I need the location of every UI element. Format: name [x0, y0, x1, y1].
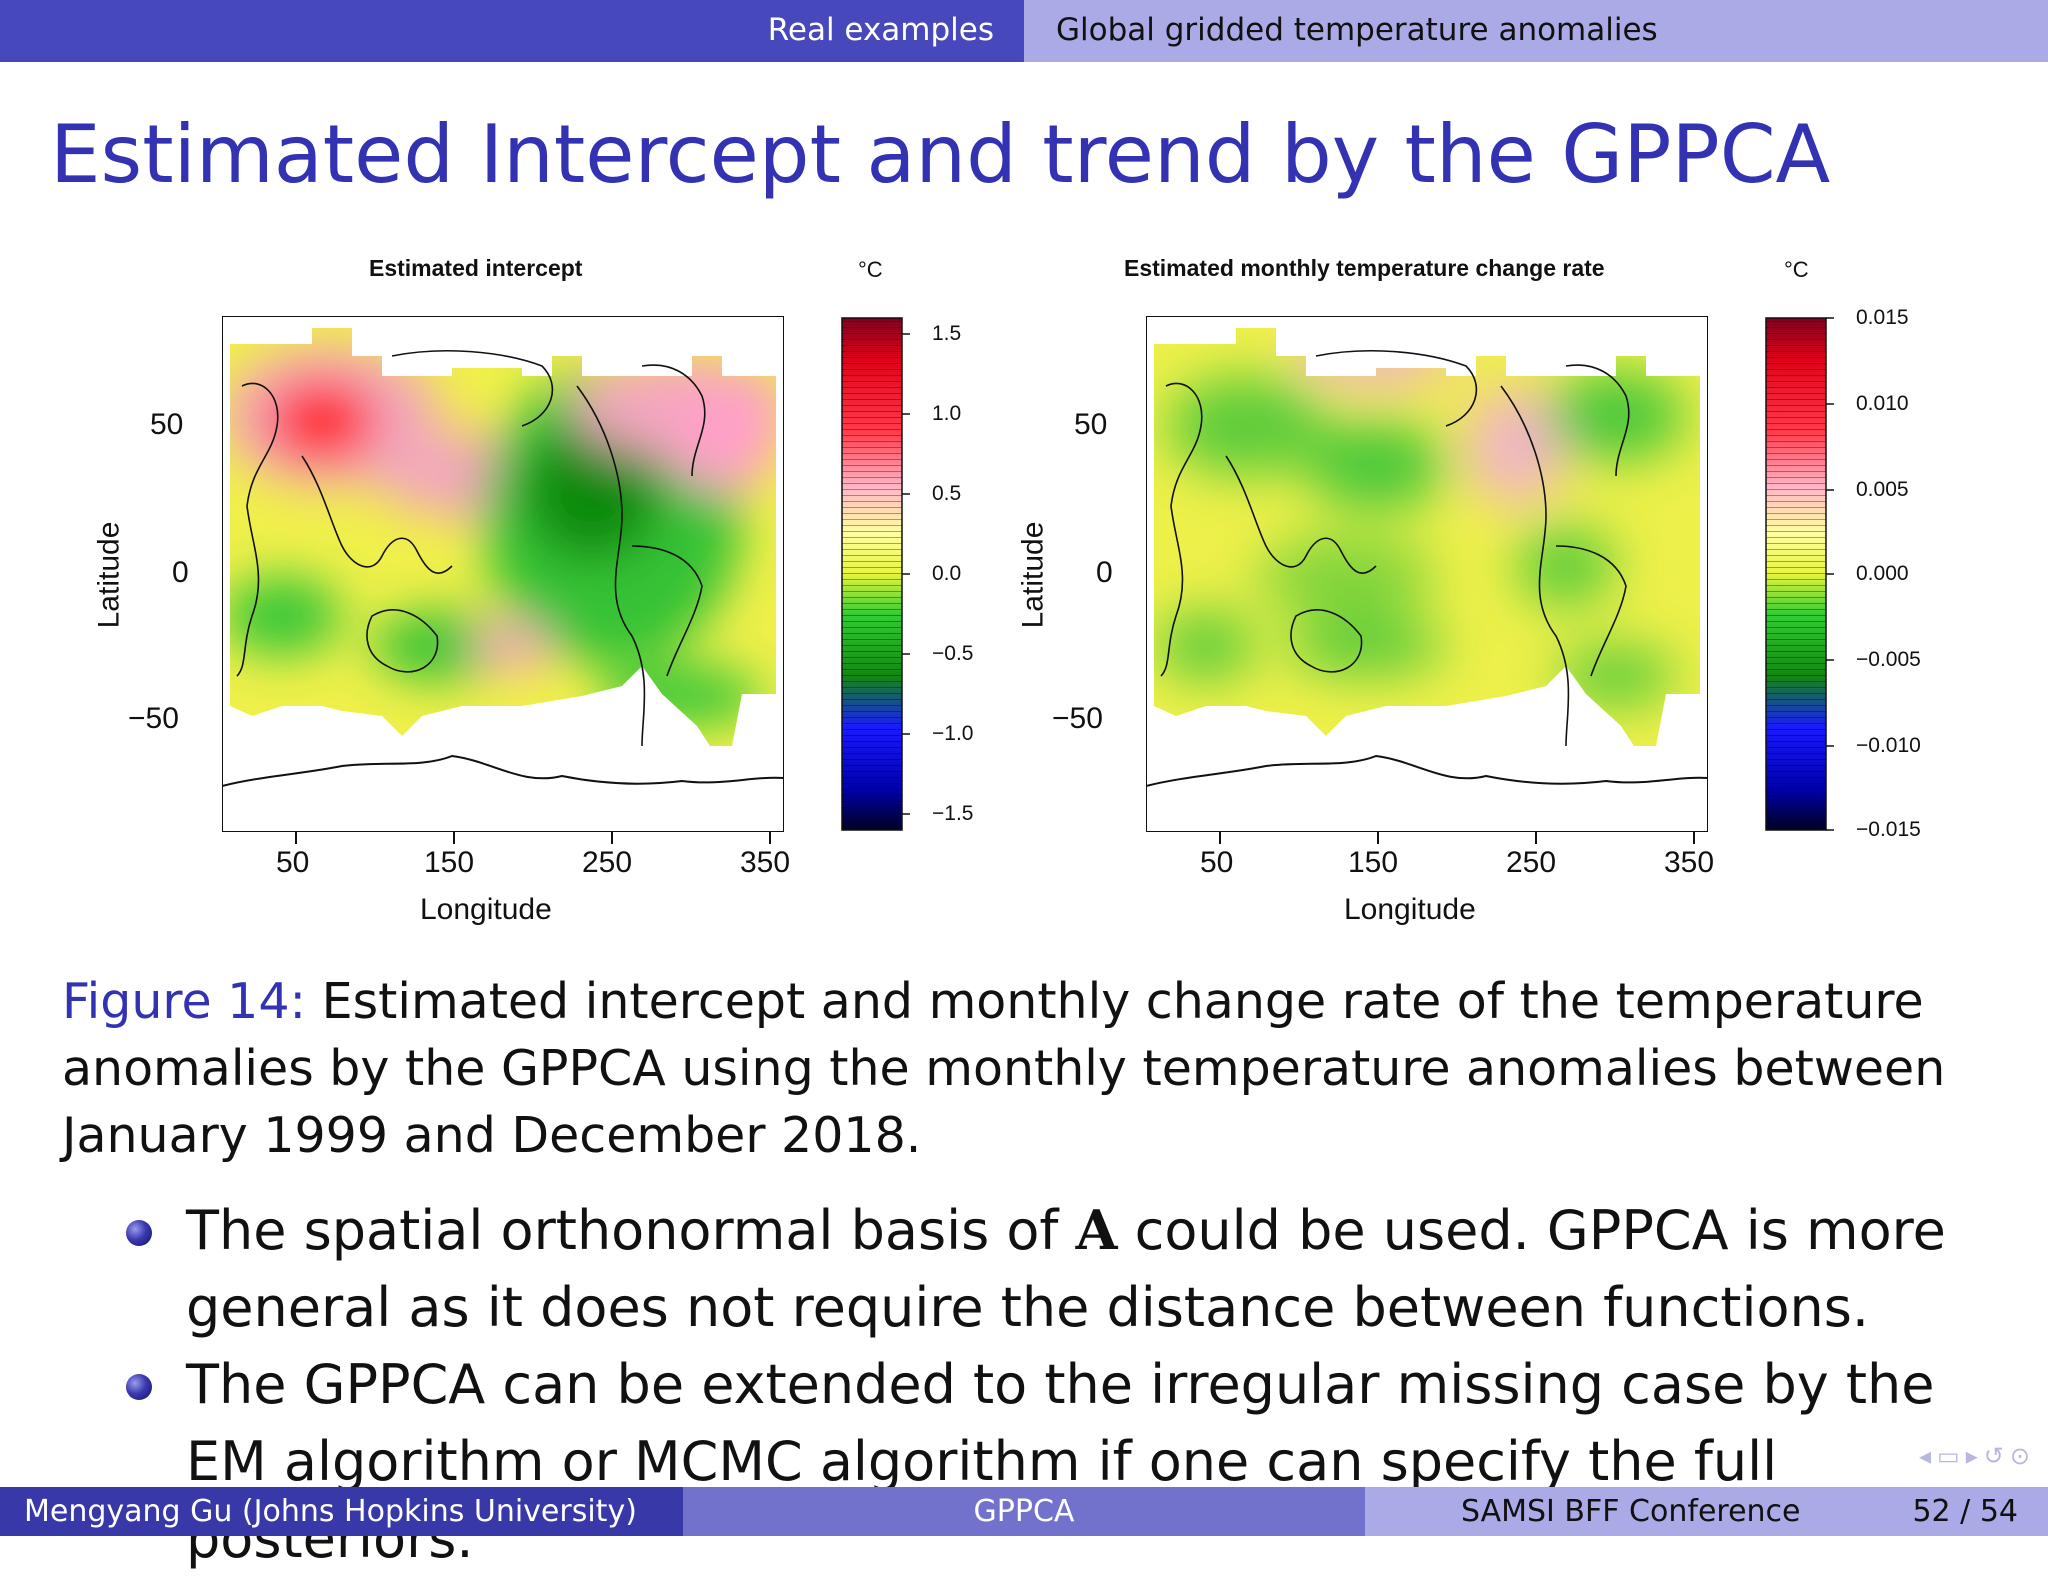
left-colorbar-unit: °C: [858, 257, 883, 282]
nav-next-icon[interactable]: ▸: [1965, 1442, 1984, 1470]
right-cb-tick-3: 0.005: [1856, 478, 1909, 501]
left-cb-tick-4: 0.0: [932, 562, 962, 585]
bullet-1-math: A: [1075, 1198, 1118, 1262]
bullet-2-text: The GPPCA can be extended to the irregul…: [186, 1353, 1935, 1570]
right-cb-tick-1: 0.015: [1856, 306, 1909, 329]
bullet-icon: [126, 1220, 152, 1246]
right-chart-title: Estimated monthly temperature change rat…: [1124, 255, 1605, 281]
bullet-1-post: could be used. GPPCA is more general as …: [186, 1199, 1946, 1339]
right-ytick-0: 0: [1096, 556, 1113, 589]
right-xlabel: Longitude: [1344, 893, 1476, 926]
nav-zoom-icon[interactable]: ⊙: [2009, 1442, 2036, 1470]
right-cb-tick-2: 0.010: [1856, 392, 1909, 415]
bullet-1-pre: The spatial orthonormal basis of: [186, 1199, 1076, 1262]
left-ytick-neg50: −50: [128, 702, 179, 735]
subsection-nav[interactable]: Global gridded temperature anomalies: [1024, 0, 2048, 62]
left-cb-tick-3: 0.5: [932, 482, 962, 505]
left-colorbar: [841, 317, 910, 831]
right-ytick-50: 50: [1074, 408, 1108, 441]
left-ylabel: Latitude: [92, 521, 126, 629]
footer-conf-box: SAMSI BFF Conference 52 / 54: [1365, 1487, 2048, 1536]
left-cb-tick-7: −1.5: [932, 802, 974, 825]
right-ytick-neg50: −50: [1052, 702, 1103, 735]
right-heatmap: [1146, 316, 1708, 832]
bullet-item: The GPPCA can be extended to the irregul…: [122, 1346, 2002, 1577]
right-xtick-350: 350: [1664, 846, 1715, 879]
left-xtick-250: 250: [582, 846, 633, 879]
right-colorbar-unit: °C: [1784, 257, 1809, 282]
right-ylabel: Latitude: [1016, 521, 1050, 629]
section-nav[interactable]: Real examples: [0, 0, 1024, 62]
figure-caption-text: Estimated intercept and monthly change r…: [62, 973, 1946, 1164]
left-xtick-350: 350: [740, 846, 791, 879]
beamer-nav-controls[interactable]: ◂▭▸↺⊙: [1919, 1442, 2036, 1470]
nav-search-icon[interactable]: ↺: [1983, 1442, 2010, 1470]
left-cb-tick-2: 1.0: [932, 402, 962, 425]
header-bar: Real examples Global gridded temperature…: [0, 0, 2048, 62]
slide-title: Estimated Intercept and trend by the GPP…: [50, 108, 1831, 201]
left-cb-tick-6: −1.0: [932, 722, 974, 745]
right-xtick-50: 50: [1200, 846, 1234, 879]
footer-conference: SAMSI BFF Conference: [1461, 1494, 1801, 1529]
left-ytick-0: 0: [172, 556, 189, 589]
footer-bar: Mengyang Gu (Johns Hopkins University) G…: [0, 1487, 2048, 1536]
footer-page-number: 52 / 54: [1912, 1494, 2018, 1529]
left-heatmap: [222, 316, 784, 832]
right-cb-tick-4: 0.000: [1856, 562, 1909, 585]
figure-caption: Figure 14: Estimated intercept and month…: [62, 968, 1962, 1169]
footer-author-box: Mengyang Gu (Johns Hopkins University): [0, 1487, 683, 1536]
left-cb-tick-5: −0.5: [932, 642, 974, 665]
bullet-list: The spatial orthonormal basis of A could…: [122, 1192, 2002, 1577]
figure-label: Figure 14:: [62, 973, 307, 1030]
left-xlabel: Longitude: [420, 893, 552, 926]
bullet-item: The spatial orthonormal basis of A could…: [122, 1192, 2002, 1346]
bullet-icon: [126, 1374, 152, 1400]
subsection-label[interactable]: Global gridded temperature anomalies: [1056, 12, 1658, 48]
right-xtick-250: 250: [1506, 846, 1557, 879]
left-ytick-50: 50: [150, 408, 184, 441]
left-xticks: [295, 832, 771, 844]
footer-short-title: GPPCA: [973, 1494, 1075, 1529]
left-xtick-50: 50: [276, 846, 310, 879]
left-xtick-150: 150: [424, 846, 475, 879]
footer-title-box: GPPCA: [683, 1487, 1365, 1536]
footer-author: Mengyang Gu (Johns Hopkins University): [24, 1494, 637, 1529]
right-colorbar: [1765, 317, 1834, 831]
right-cb-tick-5: −0.005: [1856, 648, 1921, 671]
right-xtick-150: 150: [1348, 846, 1399, 879]
nav-prev-icon[interactable]: ◂: [1919, 1442, 1938, 1470]
nav-frame-icon[interactable]: ▭: [1937, 1442, 1966, 1470]
section-label[interactable]: Real examples: [767, 12, 994, 48]
right-cb-tick-6: −0.010: [1856, 734, 1921, 757]
left-cb-tick-1: 1.5: [932, 322, 962, 345]
right-cb-tick-7: −0.015: [1856, 818, 1921, 841]
left-chart-title: Estimated intercept: [369, 255, 583, 281]
right-xticks: [1219, 832, 1695, 844]
